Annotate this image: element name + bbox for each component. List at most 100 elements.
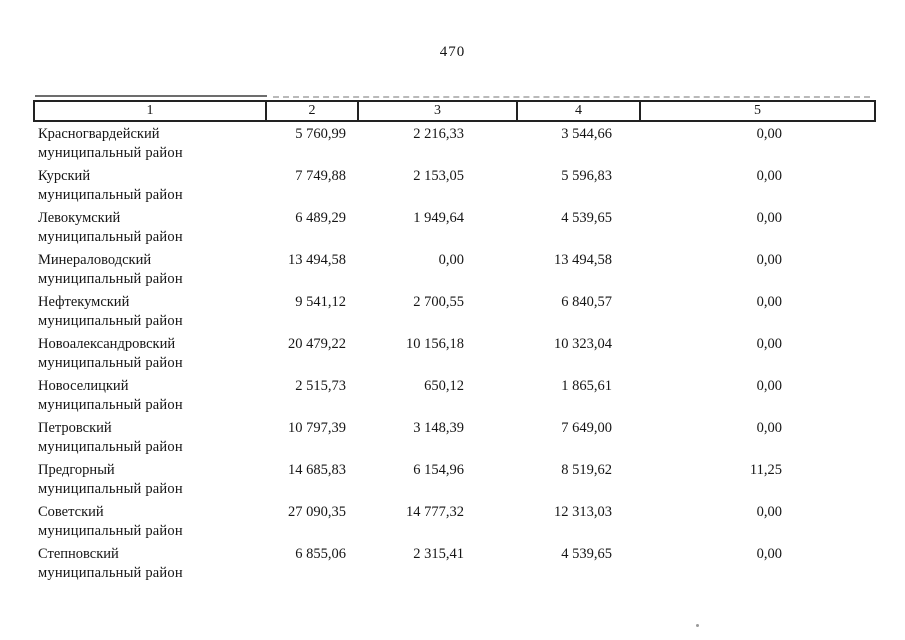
value-cell-col2: 27 090,35	[288, 504, 346, 520]
value-cell-col5: 11,25	[749, 462, 782, 478]
value-cell-col4: 7 649,00	[561, 420, 612, 436]
district-name: Новоалександровский	[38, 336, 176, 352]
table-row: Советский муниципальный район 27 090,35 14 …	[34, 500, 875, 542]
value-cell-col2: 14 685,83	[288, 462, 346, 478]
district-name-cell: Степновский муниципальный район	[34, 542, 266, 584]
district-name-subtitle: муниципальный район	[38, 397, 183, 413]
district-name: Красногвардейский	[38, 126, 160, 142]
value-cell-col2: 10 797,39	[288, 420, 346, 436]
value-cell-col4: 12 313,03	[554, 504, 612, 520]
column-header-3: 3	[357, 100, 518, 122]
table-header-row: 1 2 3 4 5	[33, 100, 876, 122]
column-header-1: 1	[33, 100, 267, 122]
value-cell-col4: 3 544,66	[561, 126, 612, 142]
table-body: Красногвардейский муниципальный район 5 76…	[34, 121, 875, 584]
district-name: Левокумский	[38, 210, 121, 226]
value-cell-col4: 1 865,61	[561, 378, 612, 394]
value-cell-col3: 0,00	[438, 252, 464, 268]
value-cell-col3: 2 216,33	[413, 126, 464, 142]
district-name: Нефтекумский	[38, 294, 130, 310]
value-cell-col2: 7 749,88	[295, 168, 346, 184]
value-cell-col3: 1 949,64	[413, 210, 464, 226]
value-cell-col4: 4 539,65	[561, 546, 612, 562]
value-cell-col3: 6 154,96	[413, 462, 464, 478]
value-cell-col3: 3 148,39	[413, 420, 464, 436]
value-cell-col2: 2 515,73	[295, 378, 346, 394]
district-name-subtitle: муниципальный район	[38, 313, 183, 329]
value-cell-col2: 9 541,12	[295, 294, 346, 310]
value-cell-col4: 13 494,58	[554, 252, 612, 268]
district-name-subtitle: муниципальный район	[38, 565, 183, 581]
data-table: 1 2 3 4 5 Красногвардейский муниципальный…	[33, 100, 876, 584]
district-name-subtitle: муниципальный район	[38, 145, 183, 161]
district-name-cell: Красногвардейский муниципальный район	[34, 121, 266, 164]
column-header-4: 4	[516, 100, 641, 122]
column-header-2: 2	[265, 100, 359, 122]
district-name-cell: Предгорный муниципальный район	[34, 458, 266, 500]
district-name-subtitle: муниципальный район	[38, 229, 183, 245]
district-name-cell: Новоселицкий муниципальный район	[34, 374, 266, 416]
table-row: Новоселицкий муниципальный район 2 515,73 6…	[34, 374, 875, 416]
district-name-cell: Новоалександровский муниципальный район	[34, 332, 266, 374]
table-row: Курский муниципальный район 7 749,88 2 153,…	[34, 164, 875, 206]
district-name-subtitle: муниципальный район	[38, 355, 183, 371]
value-cell-col3: 2 153,05	[413, 168, 464, 184]
value-cell-col2: 6 855,06	[295, 546, 346, 562]
value-cell-col3: 2 700,55	[413, 294, 464, 310]
value-cell-col4: 10 323,04	[554, 336, 612, 352]
table-row: Минераловодский муниципальный район 13 494…	[34, 248, 875, 290]
district-name-subtitle: муниципальный район	[38, 523, 183, 539]
district-name: Новоселицкий	[38, 378, 129, 394]
data-table-container: 1 2 3 4 5 Красногвардейский муниципальный…	[33, 95, 876, 584]
district-name-cell: Советский муниципальный район	[34, 500, 266, 542]
table-row: Предгорный муниципальный район 14 685,83 6 …	[34, 458, 875, 500]
value-cell-col4: 8 519,62	[561, 462, 612, 478]
value-cell-col3: 10 156,18	[406, 336, 464, 352]
district-name-subtitle: муниципальный район	[38, 481, 183, 497]
table-row: Левокумский муниципальный район 6 489,29 1 …	[34, 206, 875, 248]
table-row: Петровский муниципальный район 10 797,39 3 …	[34, 416, 875, 458]
value-cell-col5: 0,00	[756, 546, 782, 562]
district-name-subtitle: муниципальный район	[38, 187, 183, 203]
district-name: Минераловодский	[38, 252, 152, 268]
district-name-cell: Петровский муниципальный район	[34, 416, 266, 458]
district-name-cell: Нефтекумский муниципальный район	[34, 290, 266, 332]
value-cell-col5: 0,00	[756, 420, 782, 436]
scan-speck	[696, 624, 699, 627]
value-cell-col5: 0,00	[756, 294, 782, 310]
table-row: Степновский муниципальный район 6 855,06 2 …	[34, 542, 875, 584]
district-name-subtitle: муниципальный район	[38, 271, 183, 287]
district-name: Степновский	[38, 546, 119, 562]
page-number: 470	[439, 44, 466, 60]
value-cell-col3: 2 315,41	[413, 546, 464, 562]
table-row: Красногвардейский муниципальный район 5 76…	[34, 121, 875, 164]
value-cell-col5: 0,00	[756, 252, 782, 268]
value-cell-col2: 5 760,99	[295, 126, 346, 142]
district-name: Петровский	[38, 420, 112, 436]
district-name-cell: Курский муниципальный район	[34, 164, 266, 206]
value-cell-col4: 4 539,65	[561, 210, 612, 226]
value-cell-col3: 650,12	[424, 378, 464, 394]
column-header-5: 5	[639, 100, 876, 122]
value-cell-col4: 6 840,57	[561, 294, 612, 310]
district-name: Курский	[38, 168, 91, 184]
district-name: Предгорный	[38, 462, 115, 478]
table-row: Нефтекумский муниципальный район 9 541,12 2…	[34, 290, 875, 332]
value-cell-col5: 0,00	[756, 168, 782, 184]
value-cell-col5: 0,00	[756, 210, 782, 226]
district-name-cell: Левокумский муниципальный район	[34, 206, 266, 248]
value-cell-col5: 0,00	[756, 126, 782, 142]
value-cell-col4: 5 596,83	[561, 168, 612, 184]
value-cell-col5: 0,00	[756, 504, 782, 520]
value-cell-col2: 6 489,29	[295, 210, 346, 226]
table-header: 1 2 3 4 5	[33, 100, 876, 122]
value-cell-col3: 14 777,32	[406, 504, 464, 520]
value-cell-col2: 13 494,58	[288, 252, 346, 268]
value-cell-col5: 0,00	[756, 336, 782, 352]
value-cell-col2: 20 479,22	[288, 336, 346, 352]
district-name-cell: Минераловодский муниципальный район	[34, 248, 266, 290]
district-name: Советский	[38, 504, 104, 520]
table-row: Новоалександровский муниципальный район 20…	[34, 332, 875, 374]
district-name-subtitle: муниципальный район	[38, 439, 183, 455]
